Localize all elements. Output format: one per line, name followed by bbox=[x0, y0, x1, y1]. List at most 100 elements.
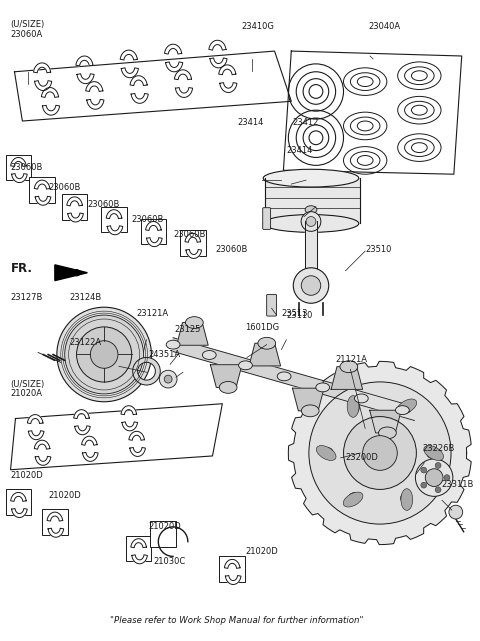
Polygon shape bbox=[131, 94, 148, 103]
Circle shape bbox=[306, 217, 316, 226]
Circle shape bbox=[449, 505, 463, 519]
Polygon shape bbox=[35, 81, 52, 90]
Circle shape bbox=[301, 276, 321, 296]
Ellipse shape bbox=[340, 361, 358, 372]
Polygon shape bbox=[121, 68, 138, 78]
Circle shape bbox=[400, 493, 411, 503]
Text: 23060A: 23060A bbox=[11, 30, 43, 39]
Ellipse shape bbox=[424, 445, 444, 460]
Text: 23060B: 23060B bbox=[48, 183, 80, 192]
Polygon shape bbox=[131, 538, 146, 547]
Polygon shape bbox=[14, 51, 291, 121]
Text: 23060B: 23060B bbox=[87, 200, 120, 209]
FancyBboxPatch shape bbox=[267, 294, 276, 316]
Ellipse shape bbox=[305, 206, 317, 213]
Text: 23200D: 23200D bbox=[346, 453, 378, 462]
Polygon shape bbox=[209, 40, 226, 50]
Polygon shape bbox=[283, 51, 462, 174]
Polygon shape bbox=[219, 65, 236, 75]
Polygon shape bbox=[87, 99, 104, 109]
Bar bbox=[6, 490, 31, 515]
Circle shape bbox=[348, 493, 360, 503]
Circle shape bbox=[164, 375, 172, 383]
Text: 23121A: 23121A bbox=[137, 308, 169, 317]
Ellipse shape bbox=[396, 406, 409, 415]
Text: 23040A: 23040A bbox=[368, 22, 400, 31]
Text: 21020D: 21020D bbox=[245, 547, 278, 556]
Circle shape bbox=[344, 417, 416, 490]
Text: 23060B: 23060B bbox=[11, 163, 43, 172]
Polygon shape bbox=[34, 180, 50, 189]
Polygon shape bbox=[82, 437, 97, 445]
Polygon shape bbox=[210, 58, 227, 68]
Polygon shape bbox=[48, 528, 64, 537]
Bar bbox=[29, 177, 55, 203]
Polygon shape bbox=[173, 338, 414, 420]
Text: 21020A: 21020A bbox=[11, 389, 43, 399]
Text: 23060B: 23060B bbox=[132, 215, 164, 224]
Circle shape bbox=[421, 467, 427, 473]
Circle shape bbox=[425, 469, 443, 487]
Circle shape bbox=[415, 459, 453, 496]
Bar bbox=[42, 509, 68, 535]
Text: 23125: 23125 bbox=[174, 326, 201, 335]
Ellipse shape bbox=[347, 395, 359, 417]
Circle shape bbox=[159, 370, 177, 388]
Polygon shape bbox=[121, 406, 136, 415]
Polygon shape bbox=[130, 76, 147, 85]
Polygon shape bbox=[34, 440, 50, 449]
Ellipse shape bbox=[185, 317, 203, 328]
Ellipse shape bbox=[316, 445, 336, 460]
Polygon shape bbox=[166, 62, 183, 72]
Ellipse shape bbox=[239, 361, 252, 370]
Text: "Please refer to Work Shop Manual for further information": "Please refer to Work Shop Manual for fu… bbox=[110, 616, 364, 625]
Bar bbox=[219, 556, 245, 582]
Polygon shape bbox=[165, 44, 181, 54]
Circle shape bbox=[427, 447, 437, 458]
Text: (U/SIZE): (U/SIZE) bbox=[11, 20, 45, 29]
Polygon shape bbox=[288, 362, 471, 545]
Polygon shape bbox=[177, 322, 208, 345]
Polygon shape bbox=[220, 83, 237, 92]
Text: 21020D: 21020D bbox=[148, 522, 181, 531]
Circle shape bbox=[65, 315, 144, 394]
Text: 23110: 23110 bbox=[287, 311, 313, 320]
Text: 23513: 23513 bbox=[281, 308, 308, 317]
Polygon shape bbox=[74, 410, 89, 419]
Polygon shape bbox=[12, 174, 27, 183]
Polygon shape bbox=[67, 197, 83, 206]
Text: 21030C: 21030C bbox=[154, 557, 186, 566]
Text: 23060B: 23060B bbox=[173, 230, 205, 239]
Text: 21121A: 21121A bbox=[336, 355, 368, 364]
Text: 24351A: 24351A bbox=[148, 350, 180, 359]
Polygon shape bbox=[76, 56, 93, 66]
Polygon shape bbox=[75, 426, 90, 435]
Circle shape bbox=[76, 327, 132, 382]
Text: FR.: FR. bbox=[11, 262, 33, 275]
Polygon shape bbox=[249, 344, 281, 366]
Bar bbox=[141, 219, 166, 244]
Polygon shape bbox=[55, 265, 87, 281]
Polygon shape bbox=[185, 233, 201, 242]
Polygon shape bbox=[264, 178, 360, 224]
Circle shape bbox=[57, 307, 151, 402]
Text: 23226B: 23226B bbox=[422, 444, 455, 453]
Polygon shape bbox=[11, 158, 26, 167]
Text: 23127B: 23127B bbox=[11, 293, 43, 302]
Text: 23510: 23510 bbox=[365, 245, 392, 254]
Bar bbox=[180, 230, 205, 256]
Ellipse shape bbox=[258, 337, 276, 349]
Polygon shape bbox=[35, 196, 51, 205]
Text: 23410G: 23410G bbox=[241, 22, 274, 31]
Ellipse shape bbox=[277, 372, 291, 381]
Polygon shape bbox=[83, 453, 98, 462]
Text: 23122A: 23122A bbox=[70, 338, 102, 347]
Ellipse shape bbox=[316, 383, 330, 392]
Polygon shape bbox=[11, 492, 26, 501]
Polygon shape bbox=[34, 63, 50, 73]
Text: 23311B: 23311B bbox=[441, 480, 473, 489]
Polygon shape bbox=[292, 388, 324, 411]
Polygon shape bbox=[77, 74, 94, 83]
Ellipse shape bbox=[397, 399, 417, 414]
Polygon shape bbox=[28, 431, 44, 440]
